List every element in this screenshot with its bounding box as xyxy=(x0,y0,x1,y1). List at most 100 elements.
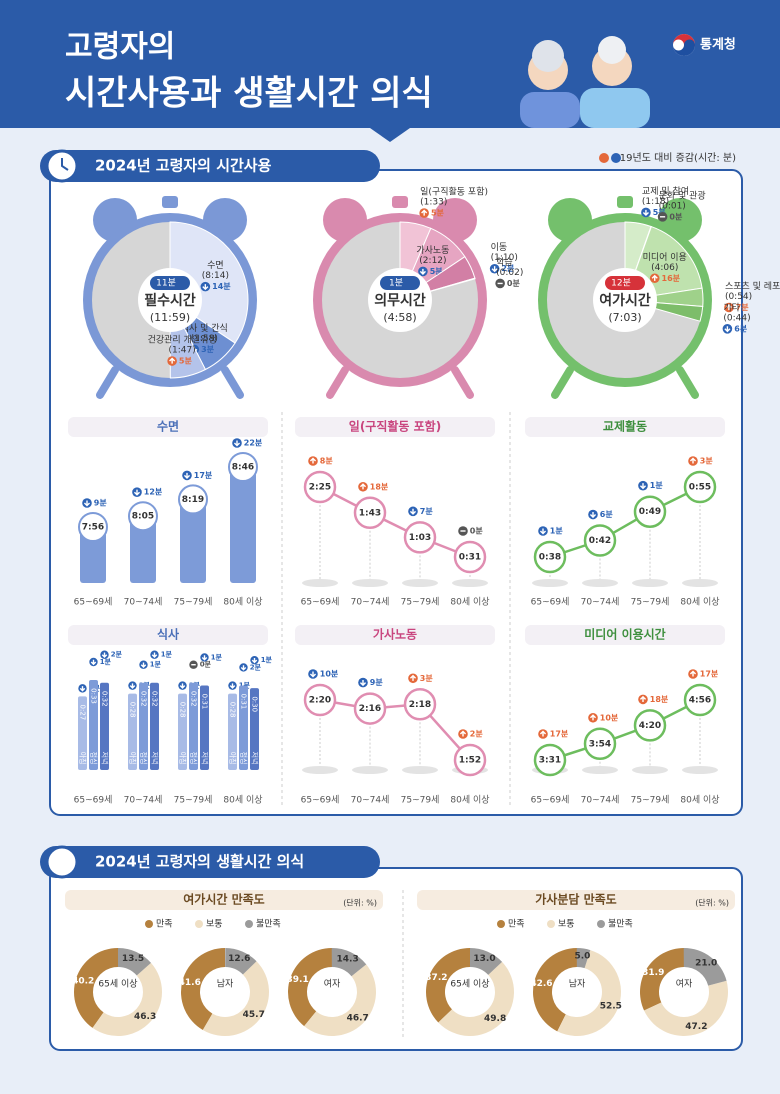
value-label: 0:31 xyxy=(459,553,481,563)
donut-segment xyxy=(533,948,577,1032)
value-label: 0:31 xyxy=(201,694,209,710)
change-indicator: 22분 xyxy=(232,438,263,448)
body xyxy=(520,92,580,128)
change-arrow xyxy=(101,652,108,658)
donut-segment xyxy=(331,947,367,977)
change-arrow xyxy=(169,357,176,364)
change-indicator: 5분 xyxy=(418,266,443,277)
bar-clock xyxy=(128,501,158,532)
change-indicator: 18분 xyxy=(358,481,389,492)
change-label: 0분 xyxy=(200,660,212,669)
change-indicator: 1분 xyxy=(538,526,563,536)
base-shadow xyxy=(352,766,388,774)
change-indicator: 0분 xyxy=(495,278,521,289)
change-arrow xyxy=(79,686,86,692)
value-label: 49.8 xyxy=(484,1014,506,1024)
clock-name: 여가시간 xyxy=(599,292,651,309)
segment-name: 학습 xyxy=(496,257,513,268)
donut-segment xyxy=(202,961,269,1036)
value-label: 0:30 xyxy=(251,696,259,712)
value-label: 0:38 xyxy=(539,553,561,563)
change-arrow xyxy=(309,457,317,464)
value-label: 0:55 xyxy=(689,483,711,493)
point xyxy=(583,524,617,557)
change-label: 10분 xyxy=(320,670,339,679)
change-label: 1분 xyxy=(150,660,162,669)
donut-segment xyxy=(557,950,622,1037)
change-label: 1분 xyxy=(100,657,112,666)
donut-segment xyxy=(118,948,152,976)
clock-leg xyxy=(96,366,119,399)
x-tick-label: 80세 이상 xyxy=(450,597,489,608)
donut-segment xyxy=(225,948,257,975)
chart-title: 미디어 이용시간 xyxy=(584,627,665,642)
change-arrow xyxy=(539,528,547,535)
bar xyxy=(180,495,206,583)
series-label: 아침 xyxy=(229,752,238,765)
clock-handle xyxy=(392,196,408,208)
value-label: 1:52 xyxy=(459,756,481,766)
clock-leg xyxy=(221,366,244,399)
segment-name: 일(구직활동 포함) xyxy=(420,186,488,198)
chart-title: 가사분담 만족도 xyxy=(535,892,616,907)
change-indicator: 17분 xyxy=(182,470,213,481)
chart-title: 식사 xyxy=(157,627,179,642)
bar-clock xyxy=(228,452,258,482)
value-label: 0:32 xyxy=(190,691,198,707)
change-label: 17분 xyxy=(550,730,569,739)
donut-hole xyxy=(201,968,249,1016)
value-label: 2:20 xyxy=(309,696,331,706)
change-label: 0분 xyxy=(507,279,521,288)
value-label: 2:16 xyxy=(359,704,381,714)
change-label: 3분 xyxy=(201,345,215,354)
change-label: 7분 xyxy=(420,507,434,516)
chart-title: 가사노동 xyxy=(373,627,417,642)
change-arrow xyxy=(639,483,647,490)
change-arrow xyxy=(229,683,236,689)
segment-name: 문화 및 관광 xyxy=(659,189,706,201)
category-label: 여자 xyxy=(676,978,693,990)
series-label: 점심 xyxy=(140,752,149,765)
change-label: 1분 xyxy=(211,652,223,661)
donut-segment xyxy=(470,948,503,975)
segment-name: 가사노동 xyxy=(416,245,449,256)
change-indicator: 1분 xyxy=(89,657,112,667)
base-shadow xyxy=(352,579,388,587)
value-label: 46.7 xyxy=(347,1013,369,1023)
value-label: 0:32 xyxy=(101,691,109,707)
agency-name: 통계청 xyxy=(700,37,736,53)
change-arrow xyxy=(251,657,258,664)
change-indicator: 0분 xyxy=(657,212,683,222)
legend-swatch xyxy=(195,920,203,928)
note-icon xyxy=(611,153,621,163)
point xyxy=(633,495,667,528)
clock-total: (4:58) xyxy=(383,311,416,324)
x-tick-label: 75~79세 xyxy=(174,795,213,806)
legend-swatch xyxy=(597,920,605,928)
value-label: 0:28 xyxy=(229,702,237,718)
series-label: 저녁 xyxy=(201,752,210,765)
chart-title: 수면 xyxy=(157,419,179,434)
change-label: 12분 xyxy=(144,488,163,497)
bar xyxy=(139,682,148,770)
category-label: 남자 xyxy=(569,979,586,990)
value-label: 3:31 xyxy=(539,756,561,766)
change-label: 6분 xyxy=(734,324,748,333)
chart-title-bar xyxy=(525,417,725,437)
legend-swatch xyxy=(547,920,555,928)
change-arrow xyxy=(409,508,417,515)
segment-name: 미디어 이용 xyxy=(643,252,687,263)
center-pill xyxy=(380,276,420,290)
change-arrow xyxy=(129,683,136,689)
change-indicator: 1분 xyxy=(150,650,173,659)
center-change: 12분 xyxy=(611,278,631,289)
donut-segment xyxy=(181,948,225,1031)
change-label: 17분 xyxy=(194,471,213,480)
segment-name: 식사 및 간식 xyxy=(181,322,228,334)
change-label: 9분 xyxy=(94,499,108,508)
x-tick-label: 65~69세 xyxy=(301,795,340,806)
donut-segment xyxy=(640,948,684,1011)
base-shadow xyxy=(582,579,618,587)
